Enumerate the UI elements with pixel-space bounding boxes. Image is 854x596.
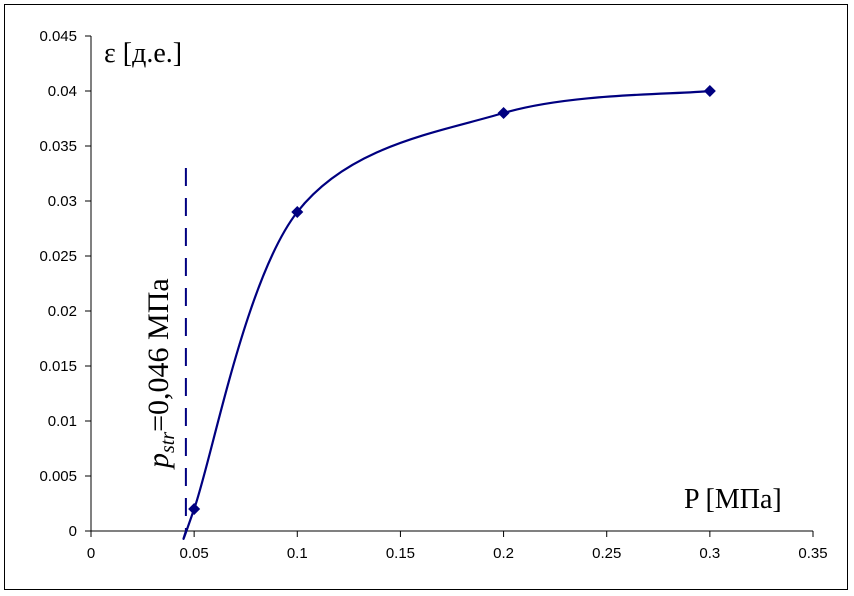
x-ticks: 0 0.05 0.1 0.15 0.2 0.25 0.3 0.35 bbox=[87, 531, 828, 562]
x-tick-label: 0.05 bbox=[180, 545, 209, 562]
y-tick-label: 0.035 bbox=[39, 138, 77, 155]
x-tick-label: 0.3 bbox=[699, 545, 720, 562]
axes bbox=[90, 36, 813, 532]
data-point-marker bbox=[188, 503, 201, 515]
chart-frame bbox=[4, 4, 848, 590]
y-tick-label: 0.03 bbox=[48, 193, 77, 210]
x-tick-label: 0.15 bbox=[386, 545, 415, 562]
series-markers bbox=[188, 85, 716, 515]
x-tick-label: 0 bbox=[87, 545, 95, 562]
y-axis-label: ε [д.е.] bbox=[104, 38, 182, 69]
y-tick-label: 0.02 bbox=[48, 303, 77, 320]
y-tick-label: 0.025 bbox=[39, 248, 77, 265]
x-axis-label: P [МПа] bbox=[684, 484, 782, 515]
y-tick-label: 0.04 bbox=[48, 83, 77, 100]
series-line bbox=[182, 89, 710, 540]
y-tick-label: 0.045 bbox=[39, 28, 77, 45]
y-tick-label: 0.015 bbox=[39, 358, 77, 375]
x-tick-label: 0.1 bbox=[287, 545, 308, 562]
data-point-marker bbox=[497, 107, 510, 119]
data-point-marker bbox=[291, 206, 304, 218]
x-tick-label: 0.2 bbox=[493, 545, 514, 562]
annotation-subscript: str bbox=[157, 432, 179, 453]
y-tick-label: 0.01 bbox=[48, 413, 77, 430]
annotation-main: p bbox=[142, 453, 175, 470]
threshold-annotation: pstr=0,046 МПа bbox=[142, 278, 179, 470]
data-point-marker bbox=[703, 85, 716, 97]
y-tick-label: 0 bbox=[69, 523, 77, 540]
annotation-rest: =0,046 МПа bbox=[142, 278, 175, 432]
y-ticks: 0 0.005 0.01 0.015 0.02 0.025 0.03 0.035 0.04 0.0… bbox=[39, 28, 91, 540]
x-tick-label: 0.35 bbox=[798, 545, 827, 562]
x-tick-label: 0.25 bbox=[592, 545, 621, 562]
y-tick-label: 0.005 bbox=[39, 468, 77, 485]
